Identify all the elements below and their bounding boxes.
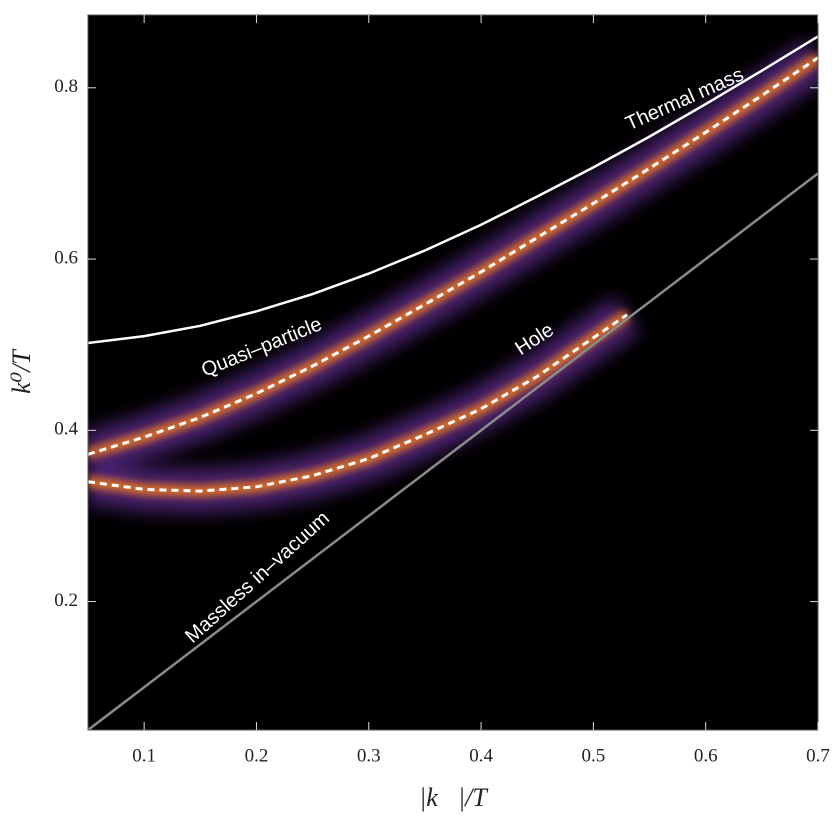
x-tick-label: 0.7 (806, 745, 830, 766)
y-tick-label: 0.6 (54, 247, 78, 268)
curves (88, 35, 818, 730)
curve (88, 313, 628, 493)
plot-frame (87, 14, 819, 731)
y-tick-label: 0.4 (54, 419, 78, 440)
x-tick-label: 0.3 (357, 745, 381, 766)
x-axis-label: |k⃗|/T (419, 783, 488, 812)
curve (88, 35, 818, 345)
y-axis-label: k⁰/T (7, 349, 36, 394)
x-tick-label: 0.6 (694, 745, 718, 766)
y-tick-label: 0.2 (54, 590, 78, 611)
y-tick-label: 0.8 (54, 76, 78, 97)
x-tick-label: 0.1 (132, 745, 156, 766)
x-tick-label: 0.4 (469, 745, 493, 766)
curve (88, 172, 818, 730)
x-tick-label: 0.2 (245, 745, 269, 766)
x-tick-label: 0.5 (582, 745, 606, 766)
curve (88, 56, 818, 456)
